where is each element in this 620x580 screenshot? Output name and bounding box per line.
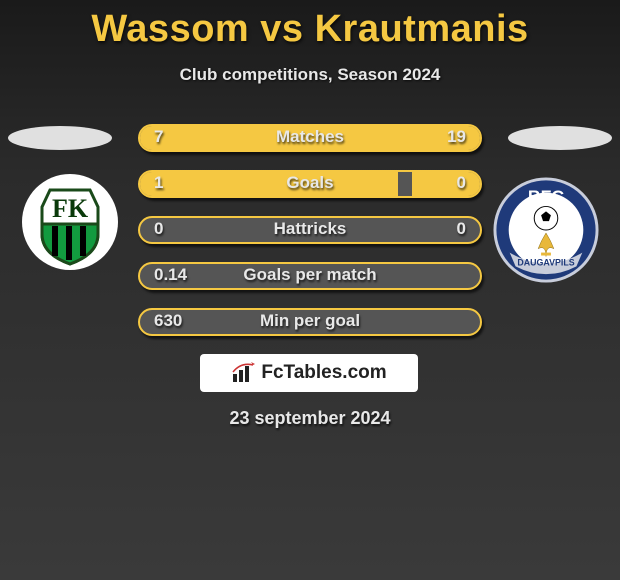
right-oval-decor xyxy=(508,126,612,150)
subtitle: Club competitions, Season 2024 xyxy=(0,65,620,85)
fk-badge-icon: FK xyxy=(20,172,120,272)
stat-row: 630Min per goal xyxy=(138,308,482,336)
bfc-text: BFC xyxy=(528,187,565,207)
stat-bar: 0.14Goals per match xyxy=(138,262,482,290)
branding-text: FcTables.com xyxy=(261,362,386,384)
fk-text: FK xyxy=(52,194,89,223)
stat-label: Matches xyxy=(140,127,480,147)
stat-bar: 719Matches xyxy=(138,124,482,152)
date-text: 23 september 2024 xyxy=(0,408,620,429)
stat-bar: 630Min per goal xyxy=(138,308,482,336)
bar-chart-icon xyxy=(231,362,257,384)
club-badge-right: BFC DAUGAVPILS xyxy=(492,176,600,284)
left-oval-decor xyxy=(8,126,112,150)
stat-label: Min per goal xyxy=(140,311,480,331)
stat-row: 0.14Goals per match xyxy=(138,262,482,290)
stat-row: 00Hattricks xyxy=(138,216,482,244)
stat-label: Hattricks xyxy=(140,219,480,239)
stat-row: 719Matches xyxy=(138,124,482,152)
stat-bar: 10Goals xyxy=(138,170,482,198)
stat-row: 10Goals xyxy=(138,170,482,198)
stat-bar: 00Hattricks xyxy=(138,216,482,244)
branding-box: FcTables.com xyxy=(200,354,418,392)
stat-label: Goals xyxy=(140,173,480,193)
club-badge-left: FK xyxy=(20,172,120,272)
bfc-badge-icon: BFC DAUGAVPILS xyxy=(492,176,600,284)
banner-text: DAUGAVPILS xyxy=(517,257,574,267)
stat-label: Goals per match xyxy=(140,265,480,285)
page-title: Wassom vs Krautmanis xyxy=(0,0,620,51)
